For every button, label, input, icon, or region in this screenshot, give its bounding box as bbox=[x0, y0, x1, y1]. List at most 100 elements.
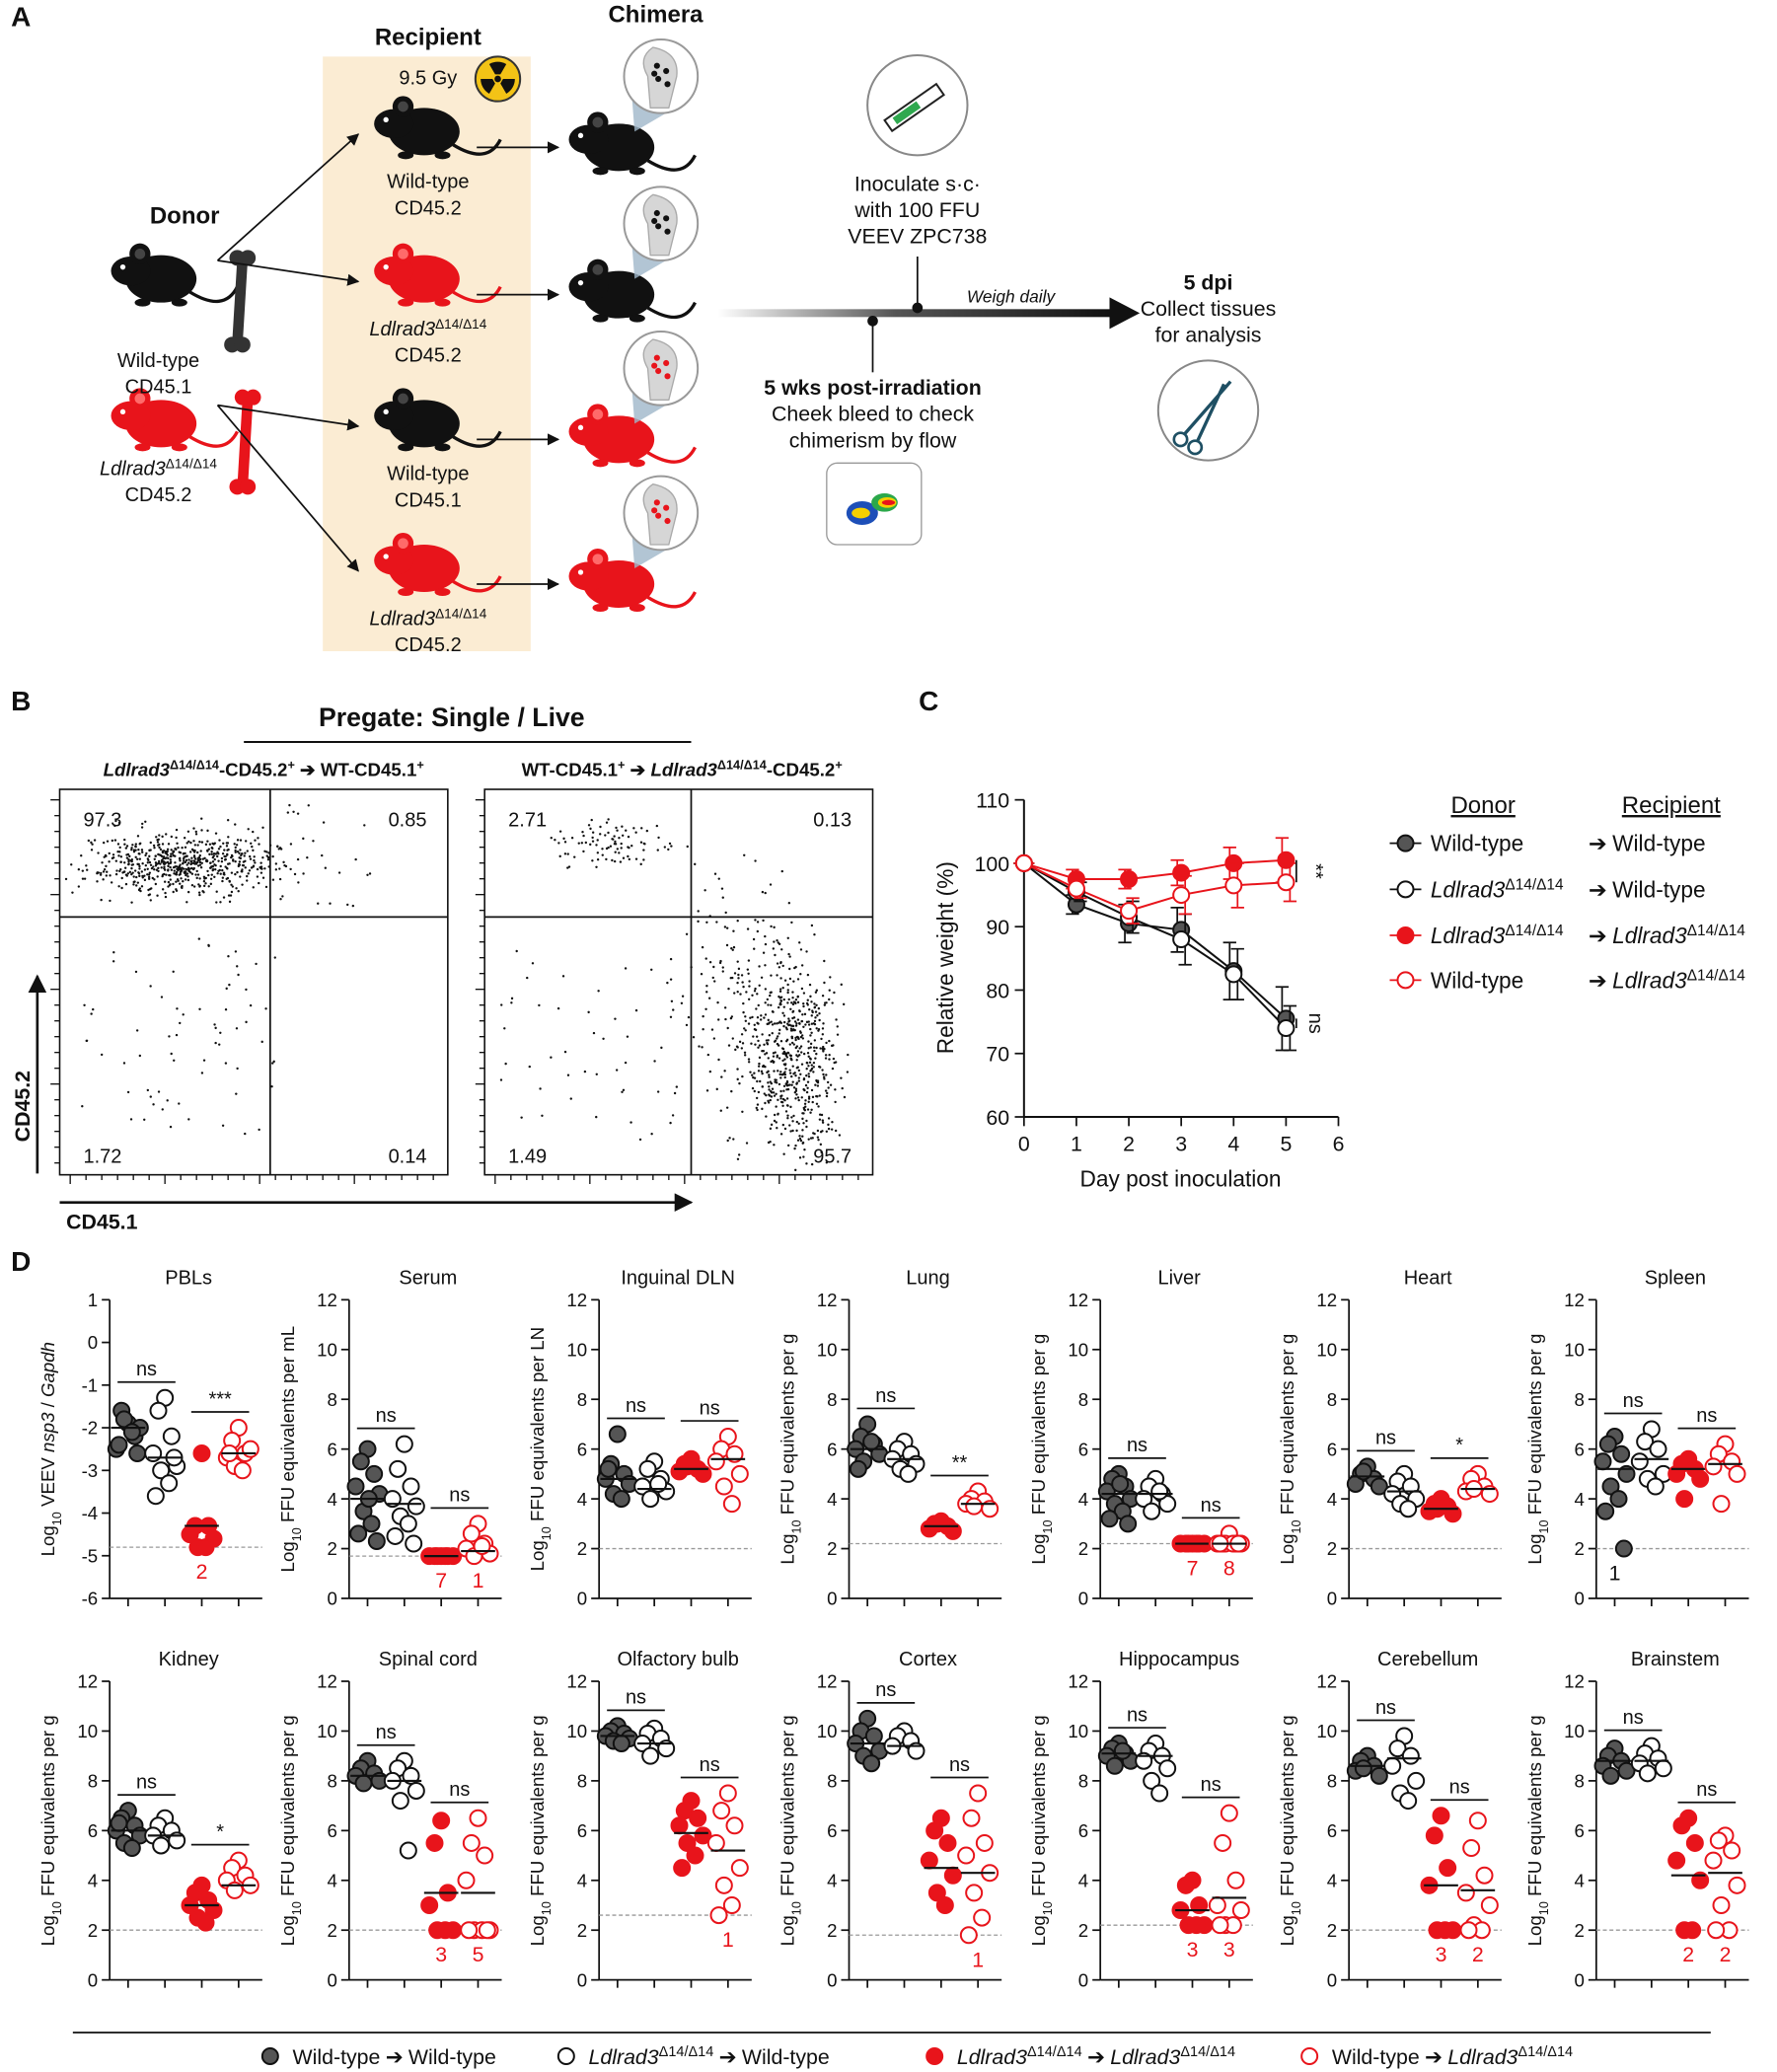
flow-event bbox=[802, 1052, 806, 1056]
data-point bbox=[938, 1833, 957, 1852]
text-run: Ldlrad3 bbox=[1612, 967, 1687, 993]
flow-event bbox=[798, 1156, 802, 1159]
flow-event bbox=[175, 880, 178, 883]
text-run: 2 bbox=[1123, 1133, 1135, 1156]
flow-event bbox=[306, 856, 309, 859]
mouse-foot bbox=[592, 167, 609, 176]
mouse-icon bbox=[374, 96, 502, 160]
text-run: 7 bbox=[1187, 1557, 1199, 1581]
flow-event bbox=[90, 849, 94, 851]
sig-label: ns bbox=[1696, 1779, 1717, 1801]
flow-event bbox=[754, 1043, 757, 1046]
flow-event bbox=[228, 983, 231, 987]
flow-event bbox=[773, 940, 776, 943]
flow-event bbox=[797, 1079, 801, 1082]
flow-event bbox=[796, 1050, 800, 1053]
plot-title: Liver bbox=[1157, 1267, 1201, 1289]
flow-event bbox=[573, 855, 576, 858]
y-tick-label: 12 bbox=[817, 1290, 838, 1310]
y-axis-label: Relative weight (%) bbox=[932, 861, 958, 1054]
mouse-icon bbox=[568, 404, 697, 468]
flow-event bbox=[776, 974, 778, 977]
text-run: 1.72 bbox=[84, 1147, 122, 1168]
flow-event bbox=[260, 867, 263, 870]
data-point bbox=[407, 1781, 425, 1800]
text-run: Cerebellum bbox=[1377, 1649, 1478, 1670]
flow-event bbox=[789, 1027, 793, 1030]
text-run: 0 bbox=[577, 1969, 587, 1990]
flow-event bbox=[621, 825, 624, 828]
mouse-foot bbox=[434, 298, 451, 307]
data-point bbox=[730, 1464, 749, 1483]
timeline-dot bbox=[912, 302, 924, 314]
text-run: Log bbox=[1277, 1915, 1297, 1946]
text-run: Wild-type bbox=[742, 2045, 830, 2069]
flow-event bbox=[673, 1091, 677, 1095]
flow-event bbox=[622, 856, 626, 859]
data-point bbox=[722, 1495, 741, 1514]
flow-event bbox=[212, 852, 216, 855]
mouse-eye bbox=[383, 408, 389, 414]
y-tick-label: 0 bbox=[827, 1589, 837, 1609]
flow-event bbox=[274, 868, 278, 871]
flow-event bbox=[782, 1024, 785, 1028]
flow-event bbox=[180, 870, 183, 873]
data-point bbox=[1120, 902, 1139, 921]
flow-event bbox=[705, 985, 708, 988]
flow-event bbox=[90, 1012, 93, 1015]
flow-event bbox=[185, 842, 188, 845]
flow-event bbox=[770, 925, 773, 928]
text-run: ns bbox=[626, 1687, 646, 1709]
flow-event bbox=[621, 1090, 624, 1093]
flow-event bbox=[264, 1007, 267, 1010]
flow-event bbox=[204, 882, 207, 885]
sig-label: ns bbox=[875, 1385, 896, 1407]
flow-event bbox=[130, 901, 133, 904]
flow-event bbox=[790, 921, 793, 925]
flow-event bbox=[102, 870, 106, 873]
text-run: 2 bbox=[577, 1538, 587, 1559]
timeline bbox=[717, 309, 1113, 318]
flow-event bbox=[791, 1024, 795, 1028]
flow-event bbox=[813, 1019, 817, 1023]
y-tick-label: 0 bbox=[827, 1969, 837, 1990]
data-point bbox=[241, 1440, 259, 1458]
flow-event bbox=[660, 1046, 663, 1050]
flow-event bbox=[792, 1114, 795, 1118]
mouse-foot bbox=[629, 604, 645, 612]
flow-event bbox=[591, 831, 595, 834]
text-run: ns bbox=[700, 1397, 720, 1419]
text-run: Kidney bbox=[159, 1649, 219, 1670]
flow-event bbox=[264, 885, 268, 889]
legend-entry: Ldlrad3Δ14/Δ14 ➔ Ldlrad3Δ14/Δ14 bbox=[957, 2044, 1235, 2069]
flow-event bbox=[645, 829, 649, 833]
legend-header: Donor bbox=[1450, 792, 1515, 819]
text-run: 10 bbox=[1068, 1721, 1088, 1741]
data-point bbox=[1646, 1477, 1665, 1496]
y-tick-label: 8 bbox=[577, 1389, 587, 1410]
text-run: FFU equivalents per g bbox=[1277, 1715, 1297, 1901]
text-run: FFU equivalents per g bbox=[1028, 1334, 1049, 1520]
flow-event bbox=[161, 843, 165, 846]
inset-cell bbox=[663, 215, 670, 222]
flow-event bbox=[757, 1039, 760, 1043]
flow-event bbox=[152, 865, 155, 868]
flow-event bbox=[595, 865, 598, 868]
text-run: Spinal cord bbox=[379, 1649, 478, 1670]
flow-event bbox=[836, 1033, 840, 1036]
data-point bbox=[192, 1443, 211, 1462]
y-tick-label: 6 bbox=[327, 1439, 336, 1459]
text-run: FFU equivalents per g bbox=[1277, 1334, 1297, 1520]
flow-event bbox=[713, 872, 717, 875]
flow-event bbox=[147, 894, 150, 897]
flow-event bbox=[566, 866, 569, 869]
text-run: Ldlrad3 bbox=[1612, 923, 1687, 948]
flow-event bbox=[670, 845, 673, 848]
flow-event bbox=[814, 1057, 817, 1060]
inset-cell bbox=[663, 504, 670, 511]
text-run: 8 bbox=[327, 1389, 336, 1410]
flow-event bbox=[150, 866, 154, 870]
text-run: 6 bbox=[1574, 1820, 1584, 1841]
mouse-eye bbox=[119, 408, 126, 414]
text-run: Inguinal DLN bbox=[621, 1267, 735, 1289]
